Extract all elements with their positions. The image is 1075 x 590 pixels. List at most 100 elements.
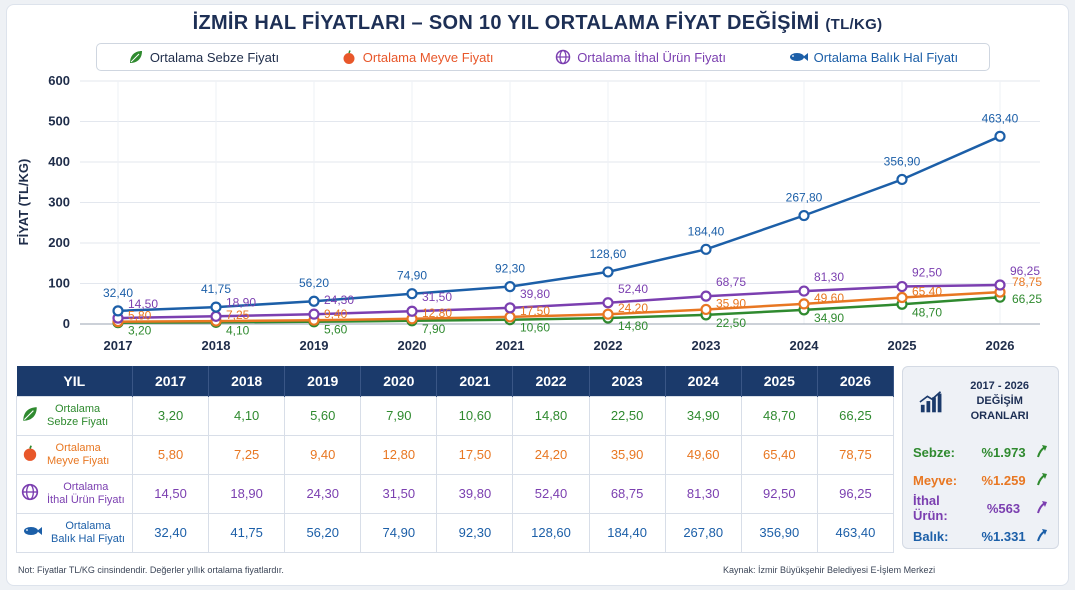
change-rate-value: %1.259: [981, 472, 1026, 488]
data-point: [798, 209, 810, 222]
x-tick-label: 2021: [496, 338, 525, 353]
line-chart: 0 100 200 300 400 500 600 2017 2018 2019 2020 2021 2…: [16, 73, 1042, 353]
table-cell: 34,90: [664, 395, 742, 436]
legend-item-meyve: Ortalama Meyve Fiyatı: [341, 49, 494, 65]
data-label: 267,80: [786, 191, 823, 205]
y-tick-label: 100: [48, 276, 70, 291]
series-line-1: [117, 290, 1001, 323]
change-rates-header: 2017 - 2026 DEĞİŞİM ORANLARI: [903, 367, 1058, 424]
y-tick-label: 500: [48, 114, 70, 129]
table-header-year: 2021: [436, 366, 514, 396]
data-point: [504, 302, 516, 314]
growth-chart-icon: [919, 390, 942, 412]
table-cell: 52,40: [512, 473, 590, 514]
y-tick-label: 300: [48, 195, 70, 210]
row-label-line-2: Sebze Fiyatı: [47, 415, 109, 428]
data-table: YIL 2017 2018 2019 2020 2021 2022 2023 2…: [16, 366, 895, 553]
table-row-header: Ortalama Balık Hal Fiyatı: [16, 512, 133, 553]
table-header-year: 2024: [665, 366, 742, 396]
row-label-line-2: İthal Ürün Fiyatı: [47, 493, 125, 506]
table-cell: 7,25: [208, 434, 286, 475]
data-point: [994, 130, 1006, 142]
data-label: 18,90: [226, 295, 256, 309]
table-cell: 14,80: [512, 395, 590, 436]
x-tick-label: 2018: [202, 338, 231, 353]
data-label: 24,30: [324, 293, 354, 307]
data-label: 17,50: [520, 304, 550, 318]
data-label: 32,40: [103, 286, 133, 300]
row-label-line-1: Ortalama: [55, 441, 101, 454]
trend-up-icon: [1034, 472, 1048, 489]
data-label: 31,50: [422, 290, 452, 304]
series-line-0: [117, 295, 1001, 324]
table-cell: 68,75: [588, 473, 666, 514]
row-label-line-1: Ortalama: [63, 480, 109, 493]
data-label: 14,80: [618, 319, 648, 333]
apple-icon: [343, 50, 355, 64]
data-label: 24,20: [618, 301, 648, 315]
data-label: 48,70: [912, 305, 942, 319]
table-cell: 267,80: [664, 512, 742, 553]
data-label: 41,75: [201, 282, 231, 296]
table-row-header: Ortalama Sebze Fiyatı: [16, 395, 133, 436]
data-point: [308, 308, 320, 320]
data-label: 49,60: [814, 291, 844, 305]
data-point: [798, 285, 810, 297]
table-cell: 4,10: [208, 395, 286, 436]
data-point: [112, 305, 124, 317]
y-tick-label: 400: [48, 154, 70, 169]
data-point: [504, 281, 516, 293]
trend-up-icon: [1034, 444, 1048, 461]
row-header-content: Ortalama Balık Hal Fiyatı: [21, 520, 132, 546]
row-label-line-2: Meyve Fiyatı: [47, 454, 110, 467]
change-rate-name: Sebze:: [913, 444, 955, 460]
data-label: 14,50: [128, 297, 158, 311]
table-cell: 10,60: [436, 395, 514, 436]
table-header-year: 2022: [512, 366, 590, 396]
table-cell: 65,40: [740, 434, 818, 475]
data-label: 52,40: [618, 282, 648, 296]
trend-up-icon: [1034, 528, 1048, 545]
table-cell: 48,70: [740, 395, 818, 436]
data-label: 463,40: [982, 111, 1019, 125]
x-tick-label: 2022: [594, 338, 623, 353]
row-label: Ortalama Meyve Fiyatı: [47, 442, 109, 468]
series-line-3: [117, 135, 1001, 313]
data-point: [896, 291, 908, 304]
row-header-content: Ortalama Sebze Fiyatı: [21, 403, 132, 429]
row-label: Ortalama Sebze Fiyatı: [47, 403, 108, 429]
table-row-header: Ortalama Meyve Fiyatı: [16, 434, 133, 475]
chart-title: İZMİR HAL FİYATLARI – SON 10 YIL ORTALAM…: [0, 12, 1075, 35]
data-point: [210, 310, 222, 322]
table-cell: 35,90: [588, 434, 666, 475]
data-label: 5,60: [324, 323, 348, 337]
table-cell: 92,30: [436, 512, 514, 553]
table-header-yil: YIL: [16, 366, 133, 396]
globe-icon: [555, 49, 571, 65]
data-point: [896, 280, 908, 293]
table-cell: 31,50: [360, 473, 438, 514]
data-point: [798, 298, 810, 310]
table-cell: 5,80: [131, 434, 210, 475]
data-label: 39,80: [520, 287, 550, 301]
data-label: 35,90: [716, 296, 746, 310]
x-tick-label: 2019: [300, 338, 329, 353]
table-header-year: 2019: [284, 366, 362, 396]
data-label: 81,30: [814, 270, 844, 284]
change-rate-name: Meyve:: [913, 472, 958, 488]
data-label: 10,60: [520, 321, 550, 335]
data-label: 66,25: [1012, 292, 1042, 306]
data-label: 9,40: [324, 307, 348, 321]
y-tick-label: 200: [48, 235, 70, 250]
trend-up-icon: [1034, 500, 1048, 517]
table-header-year: 2020: [360, 366, 438, 396]
change-rates-list: Sebze: %1.973 Meyve: %1.259 İthal Ürün: %563 B…: [903, 438, 1058, 550]
change-rate-name: İthal Ürün:: [913, 493, 948, 523]
data-point: [406, 288, 418, 300]
change-rate-value: %1.331: [981, 528, 1026, 544]
table-cell: 17,50: [436, 434, 514, 475]
legend-label-ithal: Ortalama İthal Ürün Fiyatı: [577, 49, 727, 65]
change-rate-name: Balık:: [913, 528, 949, 544]
table-cell: 39,80: [436, 473, 514, 514]
table-cell: 7,90: [360, 395, 438, 436]
